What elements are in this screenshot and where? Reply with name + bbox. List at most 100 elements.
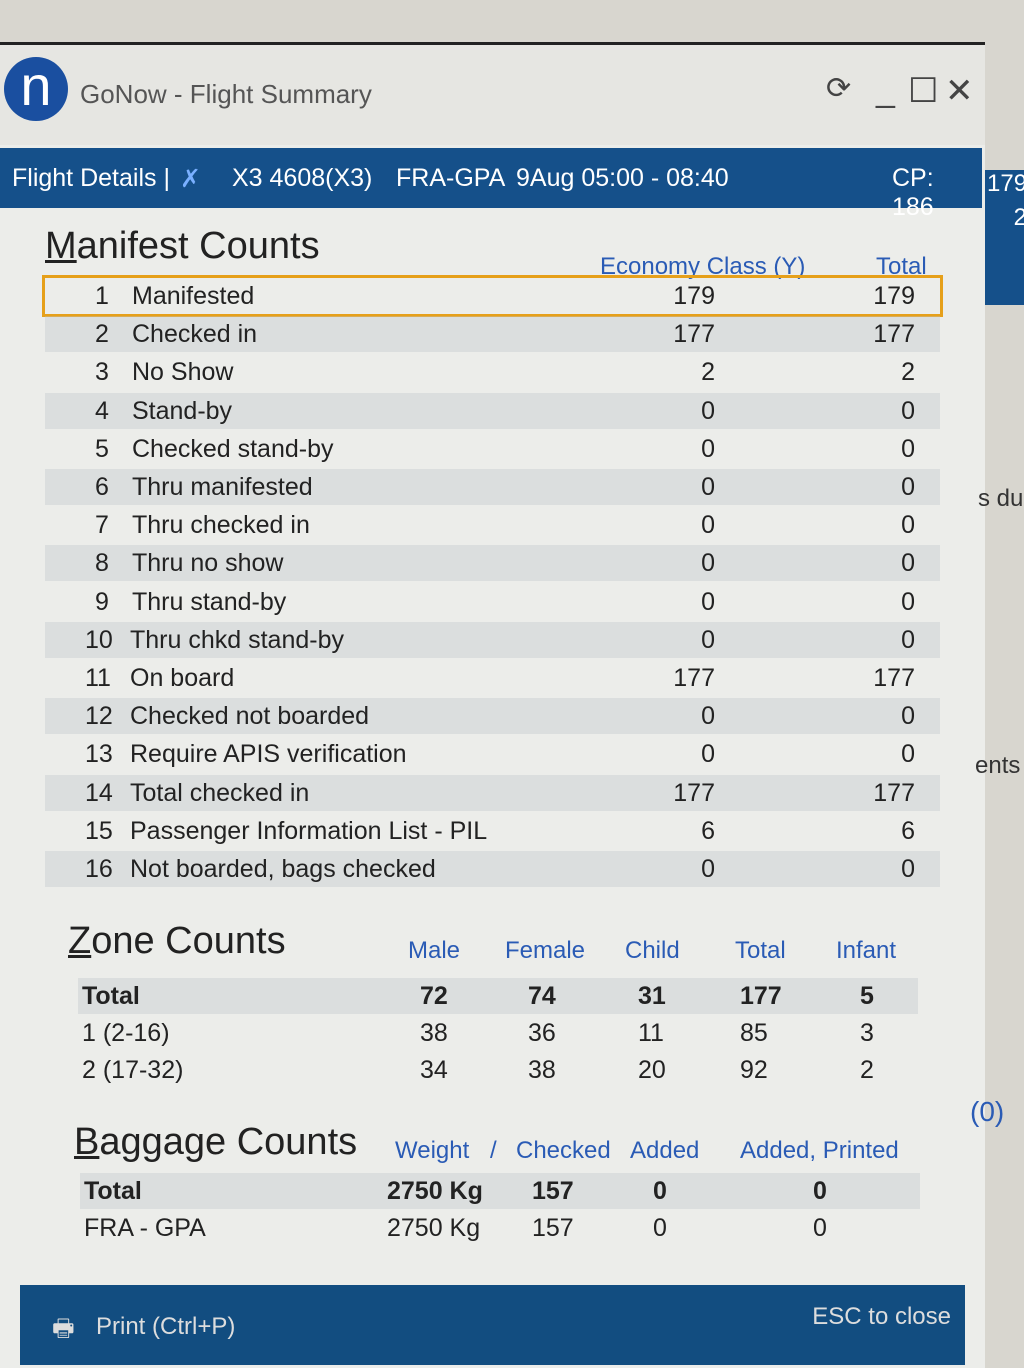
col-total: Total: [876, 253, 927, 280]
row-number: 2: [95, 320, 109, 349]
manifest-row[interactable]: 6 Thru manifested 0 0: [45, 469, 940, 505]
row-label: Checked stand-by: [132, 434, 334, 463]
economy-count: 0: [701, 473, 715, 501]
manifest-title: Manifest Counts: [45, 225, 320, 267]
zone-value: 2: [860, 1056, 874, 1084]
total-count: 179: [873, 282, 915, 310]
zone-value: 38: [528, 1056, 556, 1084]
total-count: 0: [901, 702, 915, 731]
refresh-icon[interactable]: ⟳: [826, 72, 852, 105]
row-number: 8: [95, 549, 109, 578]
row-label: No Show: [132, 358, 234, 387]
manifest-row[interactable]: 11 On board 177 177: [45, 660, 940, 696]
close-button[interactable]: ✕: [945, 72, 974, 110]
manifest-row[interactable]: 7 Thru checked in 0 0: [45, 507, 940, 543]
total-count: 0: [901, 511, 915, 540]
schedule: 9Aug 05:00 - 08:40: [516, 164, 729, 192]
row-label: On board: [130, 664, 235, 692]
bg-fragment: 179: [987, 170, 1024, 197]
baggage-col-header: /: [490, 1137, 497, 1164]
minimize-button[interactable]: _: [876, 71, 895, 109]
economy-count: 0: [701, 587, 715, 616]
maximize-button[interactable]: ☐: [908, 72, 939, 110]
zone-value: 177: [740, 982, 782, 1010]
baggage-row: Total 2750 Kg 157 0 0: [80, 1173, 920, 1209]
manifest-row[interactable]: 1 Manifested 179 179: [42, 275, 943, 317]
economy-count: 0: [701, 625, 715, 654]
manifest-row[interactable]: 8 Thru no show 0 0: [45, 545, 940, 582]
zone-label: 1 (2-16): [82, 1019, 170, 1047]
zone-row: Total 72 74 31 177 5: [78, 978, 918, 1014]
footer-bar: 🖶 Print (Ctrl+P) ESC to close: [20, 1285, 965, 1365]
total-count: 177: [873, 778, 915, 807]
zone-row: 2 (17-32) 34 38 20 92 2: [78, 1052, 918, 1088]
economy-count: 177: [673, 664, 715, 692]
zone-value: 92: [740, 1056, 768, 1084]
manifest-row[interactable]: 10 Thru chkd stand-by 0 0: [45, 621, 940, 658]
baggage-value: 0: [653, 1177, 667, 1205]
zone-value: 85: [740, 1019, 768, 1047]
printer-icon[interactable]: 🖶: [52, 1315, 75, 1342]
baggage-label: FRA - GPA: [84, 1214, 206, 1242]
row-label: Checked in: [132, 320, 258, 349]
title-bar: n GoNow - Flight Summary ⟳ _ ☐ ✕: [0, 45, 985, 145]
economy-count: 0: [701, 396, 715, 425]
baggage-value: 157: [532, 1214, 574, 1242]
manifest-row[interactable]: 2 Checked in 177 177: [45, 316, 940, 353]
row-number: 7: [95, 511, 109, 540]
bg-fragment: ents: [975, 752, 1021, 779]
baggage-value: 2750 Kg: [387, 1214, 481, 1242]
total-count: 6: [901, 816, 915, 845]
manifest-row[interactable]: 16 Not boarded, bags checked 0 0: [45, 851, 940, 887]
row-number: 1: [95, 282, 109, 310]
zone-col-header: Child: [625, 937, 680, 964]
total-count: 0: [901, 625, 915, 654]
window-title: GoNow - Flight Summary: [80, 79, 372, 109]
manifest-row[interactable]: 3 No Show 2 2: [45, 354, 940, 390]
col-economy: Economy Class (Y): [600, 253, 806, 280]
zone-col-header: Total: [735, 937, 786, 964]
manifest-row[interactable]: 15 Passenger Information List - PIL 6 6: [45, 813, 940, 849]
bg-fragment: s du: [978, 485, 1024, 512]
row-label: Thru no show: [132, 549, 284, 578]
row-number: 12: [85, 702, 113, 731]
economy-count: 2: [701, 358, 715, 387]
zone-value: 72: [420, 982, 448, 1010]
flight-summary-window: n GoNow - Flight Summary ⟳ _ ☐ ✕ Flight …: [0, 42, 985, 1368]
manifest-row[interactable]: 5 Checked stand-by 0 0: [45, 431, 940, 467]
baggage-label: Total: [84, 1177, 142, 1205]
zone-value: 20: [638, 1056, 666, 1084]
zone-value: 3: [860, 1019, 874, 1047]
row-label: Passenger Information List - PIL: [130, 816, 488, 845]
row-label: Thru chkd stand-by: [130, 625, 344, 654]
baggage-value: 0: [653, 1214, 667, 1242]
print-button[interactable]: Print (Ctrl+P): [96, 1313, 236, 1340]
manifest-row[interactable]: 9 Thru stand-by 0 0: [45, 584, 940, 620]
total-count: 0: [901, 434, 915, 463]
row-label: Stand-by: [132, 396, 233, 425]
row-number: 9: [95, 587, 109, 616]
flight-details-header: Flight Details | ✗ X3 4608(X3) FRA-GPA 9…: [0, 148, 982, 221]
row-number: 11: [85, 664, 111, 692]
row-number: 5: [95, 434, 109, 463]
row-label: Thru manifested: [132, 473, 313, 501]
row-number: 13: [85, 740, 113, 769]
economy-count: 177: [673, 778, 715, 807]
row-number: 3: [95, 358, 109, 387]
manifest-row[interactable]: 12 Checked not boarded 0 0: [45, 698, 940, 735]
manifest-row[interactable]: 13 Require APIS verification 0 0: [45, 736, 940, 772]
row-number: 10: [85, 625, 113, 654]
row-label: Thru stand-by: [132, 587, 287, 616]
baggage-col-header: Added, Printed: [740, 1137, 899, 1164]
app-logo: n: [4, 57, 68, 121]
manifest-row[interactable]: 4 Stand-by 0 0: [45, 392, 940, 429]
economy-count: 0: [701, 740, 715, 769]
economy-count: 177: [673, 320, 715, 349]
baggage-row: FRA - GPA 2750 Kg 157 0 0: [80, 1210, 920, 1246]
row-number: 6: [95, 473, 109, 501]
zone-value: 11: [638, 1019, 664, 1047]
baggage-title: Baggage Counts: [74, 1121, 358, 1163]
row-label: Require APIS verification: [130, 740, 407, 769]
zone-title: Zone Counts: [68, 920, 286, 962]
manifest-row[interactable]: 14 Total checked in 177 177: [45, 774, 940, 811]
